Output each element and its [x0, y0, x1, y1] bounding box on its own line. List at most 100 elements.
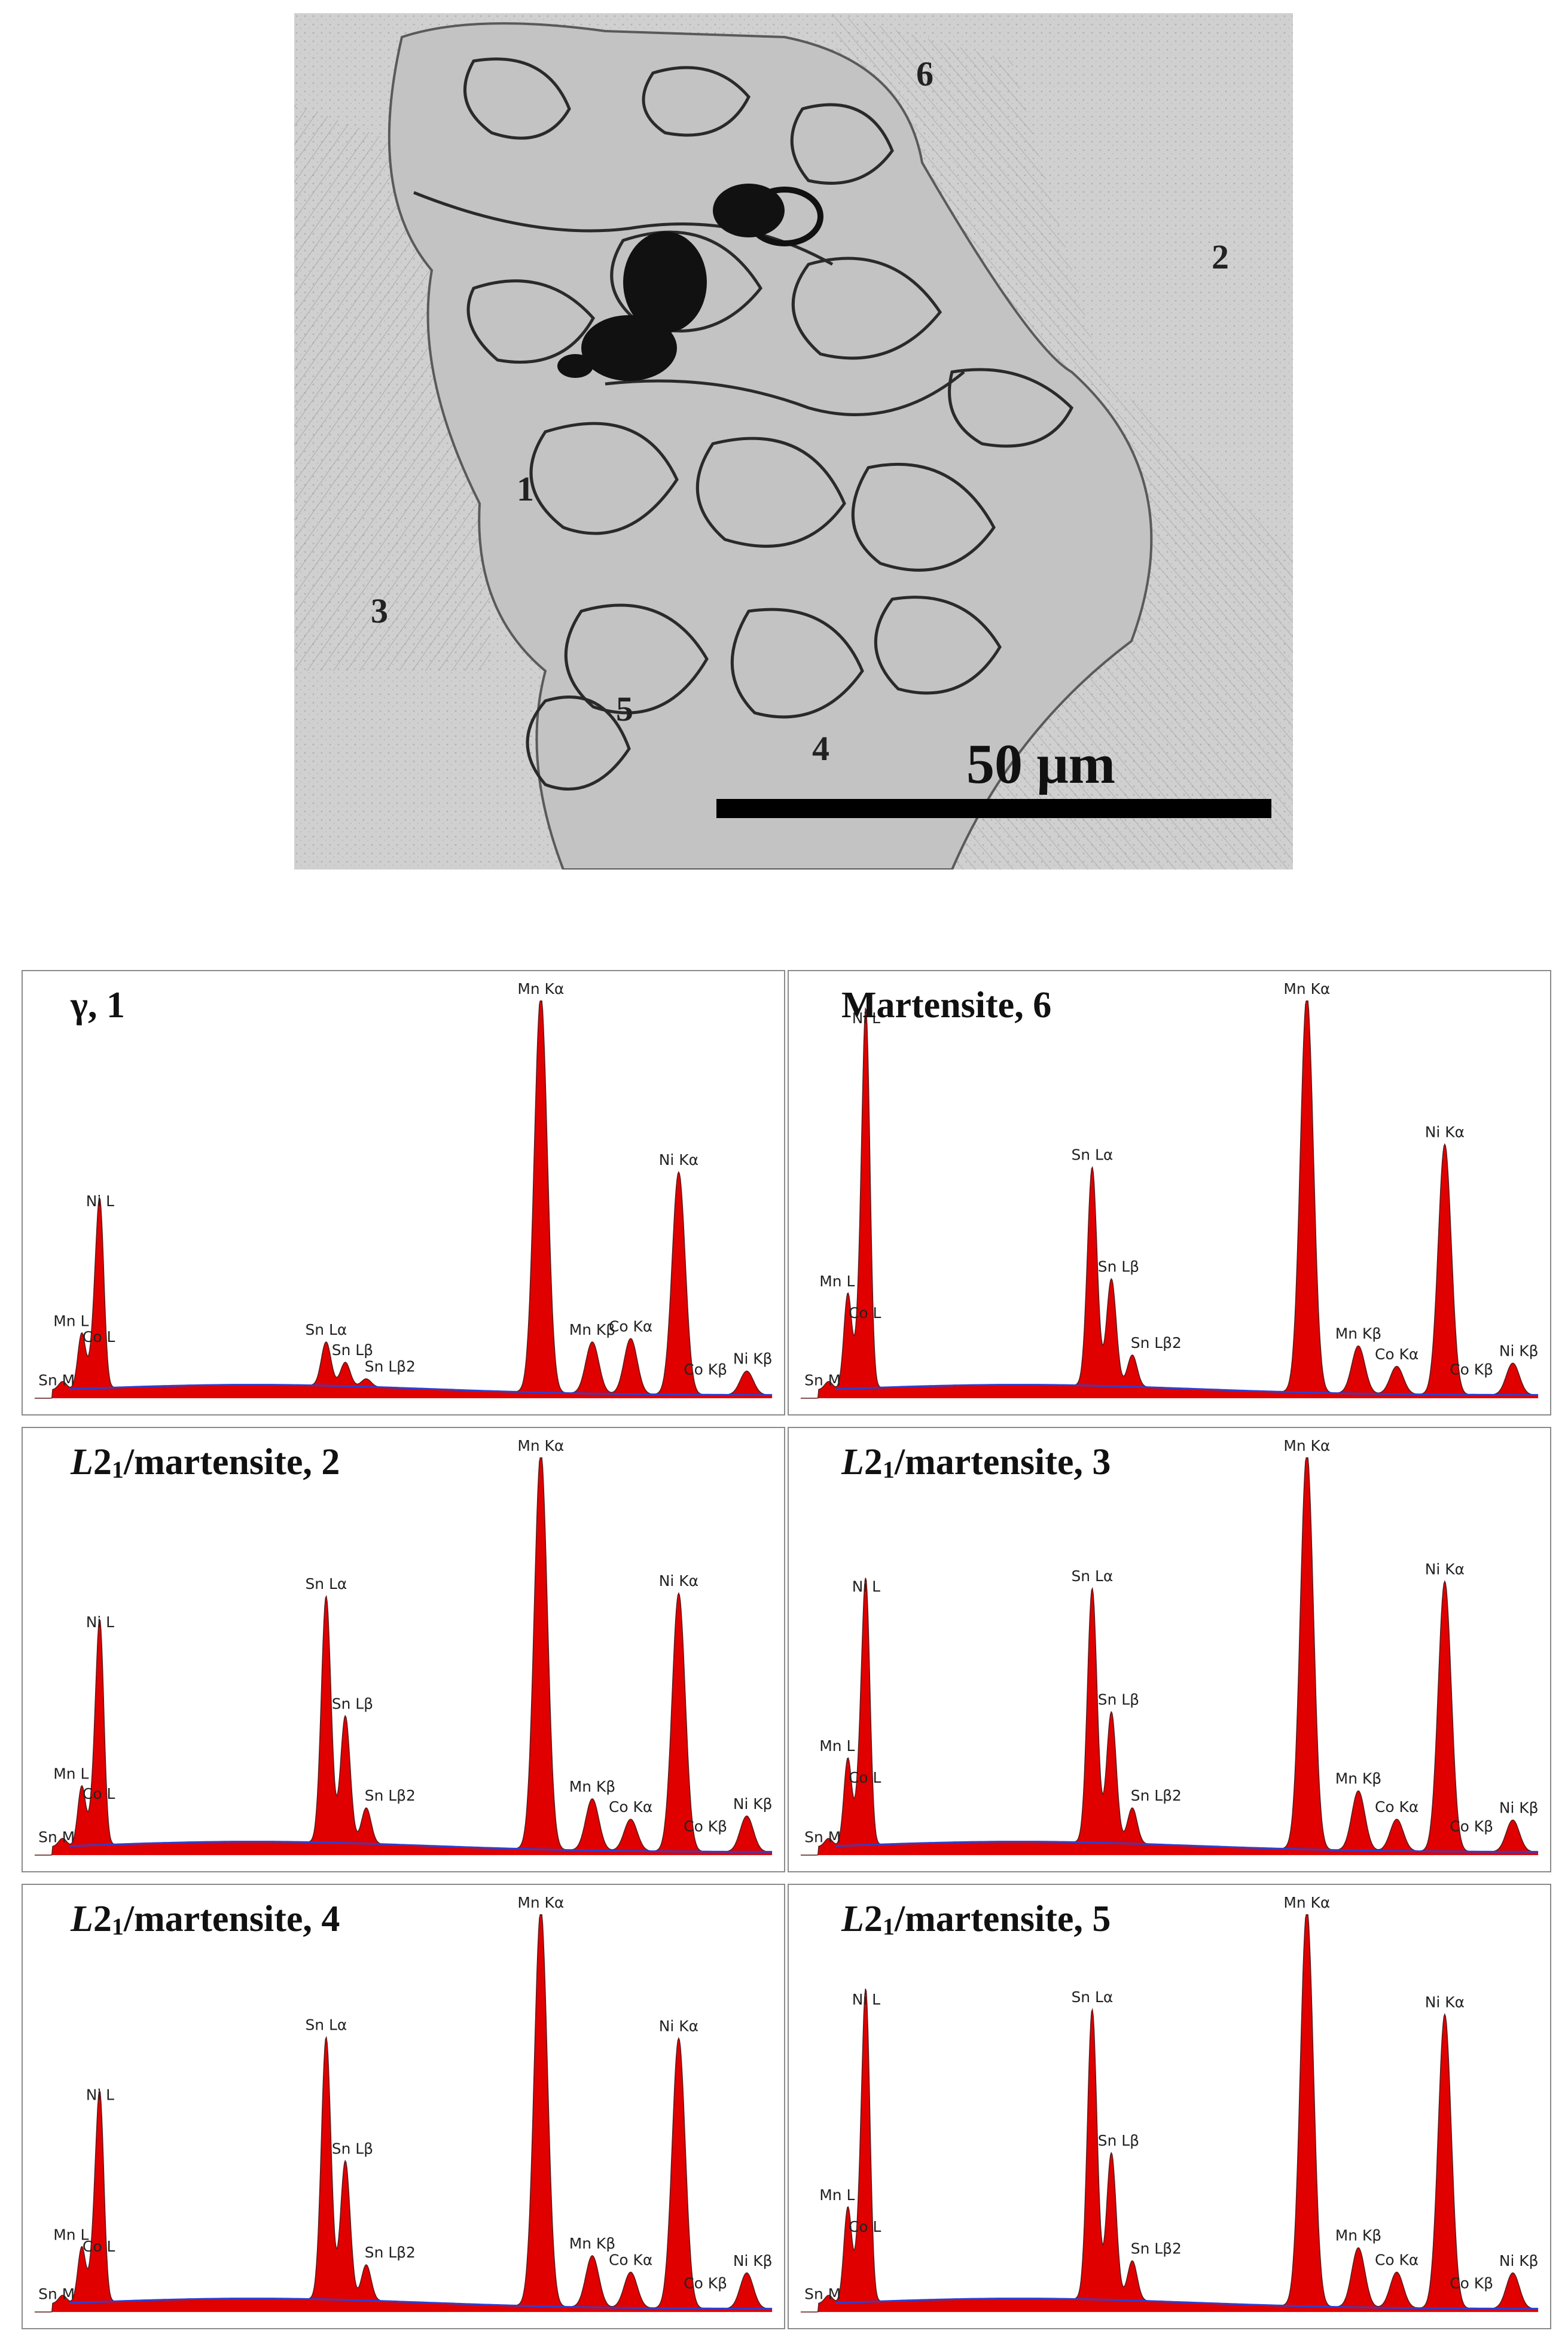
peak-label-text: Ni Kβ: [733, 2252, 773, 2269]
peak-label: Co Kα: [1375, 1346, 1418, 1363]
peak-label-text: Ni Kα: [1425, 1124, 1465, 1141]
peak-label-text: Sn Lβ: [332, 2140, 373, 2157]
peak-label-text: Ni L: [86, 2086, 114, 2104]
peak-label-text: Mn Kα: [1283, 1437, 1330, 1454]
peak-label-text: Co Kβ: [1450, 1817, 1493, 1835]
peak-label: Co L: [849, 1304, 881, 1322]
peak-label: Co Kα: [609, 1317, 652, 1335]
spectrum-area: [34, 1000, 773, 1399]
peak-label: Ni Kβ: [1499, 2252, 1539, 2269]
peak-label: Sn Lβ: [332, 1341, 373, 1359]
peak-label: Ni L: [86, 2086, 114, 2104]
peak-label: Ni Kβ: [1499, 1799, 1539, 1816]
peak-label-text: Ni Kβ: [733, 1350, 773, 1368]
peak-label: Sn Lβ2: [365, 1787, 416, 1804]
spectrum-panel-2: Sn M Mn L Co L Ni L Sn Lα Sn Lβ Sn Lβ2 Mn Kα Mn …: [22, 1427, 785, 1872]
peak-label: Ni Kα: [659, 1151, 698, 1169]
peak-label-text: Mn Kα: [1283, 1894, 1330, 1911]
peak-label: Mn L: [53, 1312, 89, 1329]
peak-label: Sn Lα: [305, 1321, 347, 1338]
scale-bar-label: 50 μm: [966, 733, 1116, 795]
peak-label-text: Ni L: [86, 1613, 114, 1631]
peak-label-text: Ni L: [86, 1192, 114, 1210]
peak-label: Ni L: [852, 1991, 880, 2008]
peak-label-text: Mn Kβ: [569, 1321, 615, 1338]
peak-label: Sn Lβ2: [1131, 1334, 1182, 1352]
peak-label: Co Kα: [609, 1798, 652, 1816]
peak-label: Sn Lβ: [1098, 1691, 1139, 1709]
peak-label-text: Ni Kβ: [733, 1795, 773, 1813]
peak-label: Co L: [83, 2238, 115, 2255]
peak-label: Sn Lβ: [1098, 1258, 1139, 1276]
peak-label-text: Sn Lβ: [332, 1695, 373, 1712]
peak-label: Mn Kα: [517, 1894, 564, 1911]
peak-label: Mn L: [819, 1737, 855, 1755]
spectrum-title-1: γ, 1: [71, 985, 126, 1026]
peak-label: Co Kβ: [1450, 2274, 1493, 2292]
spectrum-title-5: L21/martensite, 5: [841, 1899, 1111, 1940]
spectrum-chart-2: Sn M Mn L Co L Ni L Sn Lα Sn Lβ Sn Lβ2 Mn Kα Mn …: [34, 1437, 773, 1856]
peak-label: Ni Kα: [1425, 1993, 1465, 2011]
peak-label: Sn M: [38, 2285, 75, 2302]
peak-label: Ni Kα: [1425, 1560, 1465, 1578]
peak-label: Sn Lβ2: [1131, 2240, 1182, 2258]
spectrum-panel-6: Sn M Mn L Co L Ni L Sn Lα Sn Lβ Sn Lβ2 Mn Kα Mn …: [788, 970, 1551, 1415]
peak-label-text: Co L: [83, 2238, 115, 2255]
peak-label: Ni L: [86, 1613, 114, 1631]
peak-label: Sn Lβ2: [365, 1358, 416, 1375]
peak-label: Mn Kα: [1283, 1894, 1330, 1911]
peak-label: Sn Lβ: [332, 2140, 373, 2157]
peak-label: Mn Kβ: [1335, 1325, 1381, 1343]
peak-label: Mn Kα: [517, 980, 564, 997]
peak-label-text: Co Kα: [609, 2252, 652, 2269]
region-label-4: 4: [812, 729, 829, 768]
peak-label-text: Sn Lα: [305, 2017, 347, 2034]
peak-label: Sn M: [38, 1828, 75, 1845]
peak-label-text: Ni Kβ: [1499, 1342, 1539, 1359]
peak-label-text: Mn Kα: [517, 1437, 564, 1454]
spectrum-chart-4: Sn M Mn LCo L Ni L Sn Lα Sn Lβ Sn Lβ2 Mn Kα Mn …: [34, 1894, 773, 2313]
peak-label-text: Mn Kβ: [1335, 1325, 1381, 1343]
peak-label-text: Mn Kβ: [569, 1778, 615, 1795]
peak-label-text: Sn Lβ2: [1131, 2240, 1182, 2258]
peak-label: Mn L: [53, 1765, 89, 1783]
peak-label-text: Mn L: [53, 1765, 89, 1783]
peak-label: Ni Kβ: [733, 1795, 773, 1813]
peak-label-text: Sn Lα: [1071, 1567, 1113, 1585]
peak-label-text: Mn Kβ: [1335, 2227, 1381, 2244]
peak-label: Sn Lα: [1071, 1146, 1113, 1164]
peak-label: Co L: [83, 1785, 115, 1802]
spectrum-panel-1: Sn M Mn L Co L Ni L Sn Lα Sn Lβ Sn Lβ2 Mn Kα Mn …: [22, 970, 785, 1415]
peak-label: Mn Kβ: [569, 1778, 615, 1795]
peak-label: Mn Kβ: [569, 2235, 615, 2252]
peak-label-text: Sn Lβ2: [1131, 1334, 1182, 1352]
peak-label: Sn M: [804, 1828, 841, 1845]
micrograph-image: [294, 13, 1293, 870]
peak-label-text: Ni Kα: [659, 1572, 698, 1590]
background-fit-line: [69, 1384, 773, 1396]
background-fit-line: [835, 1841, 1539, 1853]
peak-label-text: Sn Lβ: [1098, 1691, 1139, 1709]
region-label-3: 3: [371, 591, 388, 630]
peak-label: Mn Kα: [1283, 1437, 1330, 1454]
peak-label-text: Co L: [83, 1328, 115, 1346]
peak-label-text: Ni Kβ: [1499, 2252, 1539, 2269]
peak-label-text: Co L: [849, 2218, 881, 2235]
peak-label-text: Mn Kα: [517, 1894, 564, 1911]
peak-label: Mn Kβ: [1335, 1770, 1381, 1787]
peak-label-text: Ni Kα: [1425, 1560, 1465, 1578]
peak-label-text: Sn Lα: [1071, 1146, 1113, 1164]
peak-label-text: Mn Kβ: [569, 2235, 615, 2252]
peak-label: Ni Kβ: [733, 2252, 773, 2269]
peak-label: Mn L: [819, 2186, 855, 2204]
peak-label-text: Ni Kα: [659, 1151, 698, 1169]
peak-label-text: Sn Lβ2: [365, 1358, 416, 1375]
peak-label-text: Sn Lα: [305, 1321, 347, 1338]
peak-label: Co Kα: [1375, 2252, 1418, 2269]
spectrum-panel-4: Sn M Mn L Co L Ni L Sn Lα Sn Lβ Sn Lβ2 Mn Kα Mn …: [22, 1884, 785, 2329]
peak-label-text: Mn Kα: [517, 980, 564, 997]
peak-label-text: Mn L: [819, 1273, 855, 1290]
peak-label-text: Sn M: [804, 1371, 841, 1389]
peak-label-text: Ni L: [852, 1991, 880, 2008]
